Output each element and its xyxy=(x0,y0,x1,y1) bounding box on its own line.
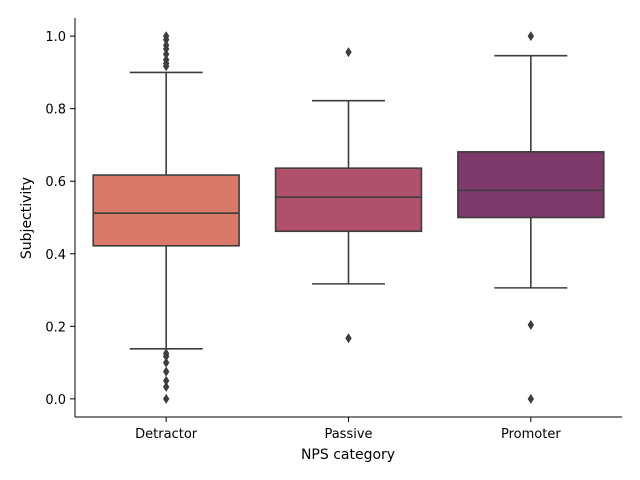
box xyxy=(274,167,423,233)
x-tick-label: Passive xyxy=(324,427,372,442)
outlier-point xyxy=(162,43,170,54)
y-tick-label: 0.8 xyxy=(45,103,66,118)
y-axis-title: Subjectivity xyxy=(19,177,35,259)
outlier-point xyxy=(162,375,170,386)
y-tick-label: 0.0 xyxy=(45,393,66,408)
outlier-point xyxy=(162,366,170,377)
outlier-point xyxy=(162,61,170,72)
outlier-point xyxy=(162,393,170,404)
outlier-point xyxy=(162,34,170,45)
y-tick-label: 0.6 xyxy=(45,175,66,190)
outlier-point xyxy=(162,351,170,362)
outlier-point xyxy=(162,381,170,392)
outlier-point xyxy=(162,49,170,60)
outlier-point xyxy=(162,357,170,368)
outlier-point xyxy=(345,47,352,58)
box xyxy=(92,174,240,247)
outlier-point xyxy=(527,319,535,330)
outlier-point xyxy=(527,31,535,42)
y-tick-label: 1.0 xyxy=(45,30,66,45)
outlier-point xyxy=(527,393,535,404)
box-group-detractor xyxy=(92,31,240,404)
boxes xyxy=(92,31,605,404)
axes: 0.0 0.2 0.4 0.6 0.8 1.0 Detractor Passive Promot… xyxy=(45,18,622,442)
box-group-promoter xyxy=(457,31,605,404)
x-tick-label: Detractor xyxy=(135,427,198,442)
box-group-passive xyxy=(274,47,423,344)
y-tick-label: 0.4 xyxy=(45,248,66,263)
outlier-point xyxy=(345,333,352,344)
x-axis-title: NPS category xyxy=(301,447,395,463)
y-tick-label: 0.2 xyxy=(45,320,66,335)
x-tick-label: Promoter xyxy=(501,427,561,442)
box xyxy=(457,151,605,219)
